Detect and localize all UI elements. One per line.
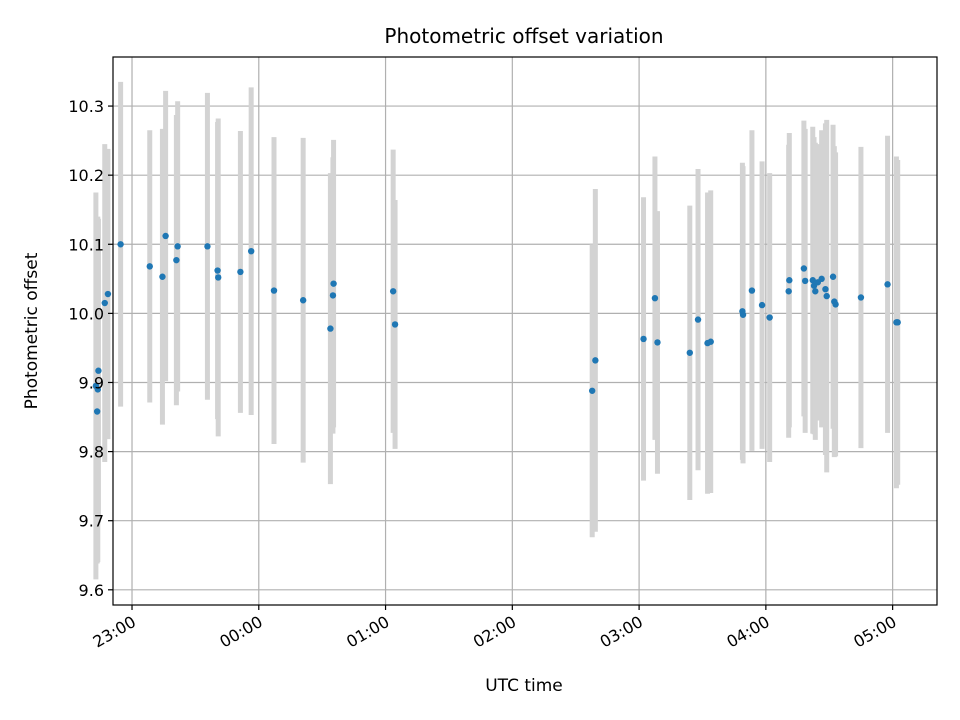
data-point [299, 297, 307, 304]
chart-title: Photometric offset variation [384, 24, 663, 48]
data-point [694, 316, 702, 323]
data-point [832, 301, 839, 308]
y-tick-label: 10.1 [68, 235, 104, 254]
data-point [94, 386, 101, 393]
data-point [215, 274, 222, 281]
y-axis: 9.6 9.7 9.8 9.9 10.0 10.1 10.2 10.3 [68, 97, 113, 600]
data-point [204, 243, 211, 250]
data-point [330, 280, 337, 287]
data-point [823, 292, 830, 300]
y-tick-label: 9.9 [79, 373, 104, 392]
data-point [173, 256, 180, 264]
y-tick-label: 10.3 [68, 97, 104, 116]
data-point [588, 387, 596, 394]
data-point [101, 299, 108, 307]
data-point [829, 273, 837, 280]
data-point [707, 338, 714, 345]
data-point [389, 288, 397, 295]
data-point [329, 292, 337, 299]
data-point [174, 243, 181, 250]
data-point [146, 263, 153, 270]
data-point [748, 287, 756, 294]
data-point [391, 321, 399, 328]
data-point [654, 339, 661, 346]
data-point [651, 294, 659, 302]
data-point [786, 277, 793, 284]
data-point [739, 311, 747, 318]
data-point [894, 319, 901, 326]
data-point [162, 232, 169, 240]
data-point [785, 288, 792, 295]
data-point [801, 277, 809, 285]
data-point [327, 325, 334, 332]
data-point [159, 273, 166, 280]
data-point [214, 267, 221, 274]
y-tick-label: 9.8 [79, 443, 104, 462]
data-point [104, 290, 112, 298]
data-point [270, 287, 278, 294]
data-point [818, 275, 825, 283]
data-point [812, 288, 819, 295]
data-point [592, 357, 599, 364]
y-axis-label: Photometric offset [22, 252, 42, 409]
data-point [247, 247, 255, 255]
data-point [800, 265, 808, 272]
data-point [809, 277, 816, 284]
data-point [884, 281, 891, 288]
data-point [766, 314, 773, 321]
data-point [857, 294, 865, 301]
data-point [822, 285, 829, 293]
x-axis-label: UTC time [485, 676, 563, 696]
gridlines [113, 57, 937, 605]
data-point [758, 301, 766, 309]
data-point [686, 349, 693, 356]
data-points [92, 232, 901, 415]
y-tick-label: 10.0 [68, 304, 104, 323]
y-tick-label: 10.2 [68, 166, 104, 185]
y-tick-label: 9.7 [79, 512, 104, 531]
data-point [93, 408, 101, 415]
data-point [640, 335, 647, 343]
y-tick-label: 9.6 [79, 581, 104, 600]
data-point [117, 241, 124, 248]
data-point [95, 367, 102, 374]
data-point [237, 268, 244, 276]
plot-frame [112, 56, 938, 606]
